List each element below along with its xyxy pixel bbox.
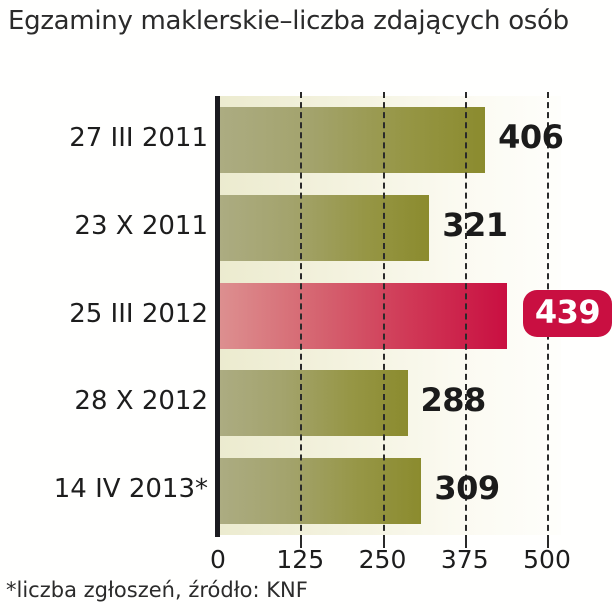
x-tick-mark-375 (464, 537, 467, 548)
bar-2[interactable] (218, 194, 430, 261)
category-label-5: 14 IV 2013* (53, 474, 208, 505)
category-labels-group: 27 III 2011 23 X 2011 25 III 2012 28 X 2012… (0, 96, 208, 535)
x-tick-label-125: 125 (276, 545, 325, 574)
bar-4[interactable] (218, 370, 408, 437)
plot-area (218, 92, 561, 541)
value-label-2: 321 (442, 205, 508, 244)
value-label-4: 288 (420, 381, 487, 420)
bar-row (218, 447, 561, 535)
x-tick-mark-250 (382, 537, 385, 548)
category-label-2: 23 X 2011 (74, 210, 208, 241)
x-tick-mark-500 (547, 537, 549, 548)
x-tick-label-0: 0 (210, 545, 226, 574)
bar-row (218, 272, 561, 360)
x-tick-label-500: 500 (523, 545, 571, 574)
gridline-375 (464, 92, 467, 541)
value-label-1: 406 (498, 117, 564, 156)
x-tick-mark-125 (300, 537, 303, 548)
bar-row (218, 184, 561, 272)
gridline-125 (300, 92, 303, 541)
x-tick-label-250: 250 (358, 545, 407, 574)
category-label-4: 28 X 2012 (74, 386, 208, 417)
bar-3[interactable] (218, 282, 507, 349)
x-tick-label-375: 375 (440, 545, 489, 574)
footnote: *liczba zgłoszeń, źródło: KNF (6, 578, 308, 602)
gridline-250 (382, 92, 385, 541)
bar-row (218, 359, 561, 447)
bar-5[interactable] (218, 458, 422, 525)
category-label-3: 25 III 2012 (69, 298, 208, 329)
bar-1[interactable] (218, 107, 486, 173)
y-axis-line (215, 96, 220, 537)
value-badge-3: 439 (522, 289, 613, 337)
category-label-1: 27 III 2011 (69, 122, 208, 153)
value-label-5: 309 (434, 469, 500, 508)
chart-title: Egzaminy maklerskie–liczba zdających osó… (8, 6, 569, 36)
bar-row (218, 96, 561, 184)
